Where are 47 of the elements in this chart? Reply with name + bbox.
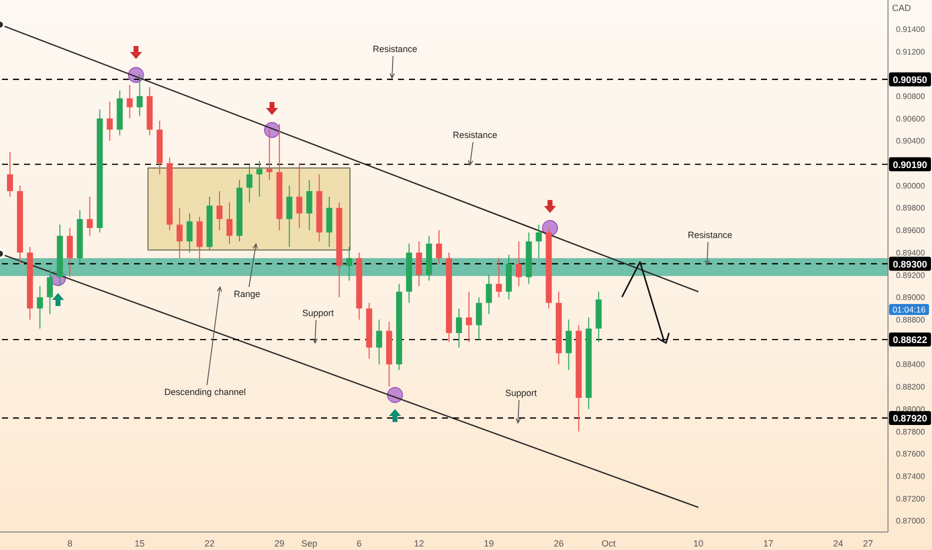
y-tick-label: 0.87600 bbox=[896, 450, 926, 459]
y-tick-label: 0.90000 bbox=[896, 181, 926, 190]
y-tick-label: 0.90400 bbox=[896, 136, 926, 146]
x-tick-label: Sep bbox=[301, 538, 318, 548]
ref-line-label: 0.90190 bbox=[892, 160, 928, 171]
y-tick-label: 0.89200 bbox=[896, 270, 926, 280]
y-tick-label: 0.90600 bbox=[896, 114, 926, 124]
x-tick-label: 27 bbox=[863, 538, 874, 548]
y-tick-label: 0.87400 bbox=[896, 472, 926, 481]
x-tick-label: 6 bbox=[356, 538, 362, 548]
annotation: Resistance bbox=[452, 130, 498, 140]
x-tick-label: 24 bbox=[833, 538, 844, 548]
x-tick-label: 19 bbox=[484, 538, 494, 548]
y-tick-label: 0.88400 bbox=[896, 360, 926, 370]
y-tick-label: 0.89000 bbox=[896, 293, 926, 302]
annotation: Support bbox=[302, 308, 334, 318]
y-tick-label: 0.89800 bbox=[896, 204, 926, 213]
text: 01:04:16 bbox=[892, 304, 926, 314]
x-tick-label: 17 bbox=[763, 538, 774, 548]
annotation: Support bbox=[505, 388, 538, 398]
annotation: Range bbox=[234, 289, 260, 299]
ref-line-label: 0.90950 bbox=[892, 74, 928, 86]
y-tick-label: 0.89400 bbox=[896, 248, 926, 258]
x-tick-label: Oct bbox=[602, 538, 616, 548]
y-axis-title: CAD bbox=[892, 3, 912, 13]
x-tick-label: 26 bbox=[554, 538, 564, 548]
ref-line-label: 0.89300 bbox=[892, 259, 928, 270]
y-tick-label: 0.90800 bbox=[896, 92, 926, 101]
x-tick-label: 12 bbox=[414, 538, 424, 548]
y-tick-label: 0.88800 bbox=[896, 315, 926, 324]
ref-line-label: 0.87920 bbox=[892, 414, 928, 424]
annotation: Resistance bbox=[372, 44, 418, 54]
annotation: Descending channel bbox=[164, 387, 246, 397]
x-tick-label: 8 bbox=[67, 538, 72, 548]
annotation: Resistance bbox=[688, 230, 732, 240]
x-tick-label: 15 bbox=[134, 538, 145, 548]
y-tick-label: 0.91200 bbox=[896, 47, 926, 56]
y-tick-label: 0.88200 bbox=[896, 382, 926, 392]
y-tick-label: 0.91400 bbox=[896, 24, 926, 34]
y-tick-label: 0.87000 bbox=[896, 516, 926, 526]
x-tick-label: 10 bbox=[693, 538, 704, 548]
ref-line-label: 0.88622 bbox=[892, 335, 928, 346]
x-tick-label: 29 bbox=[274, 538, 284, 548]
y-tick-label: 0.87800 bbox=[896, 427, 926, 436]
y-tick-label: 0.87200 bbox=[896, 494, 926, 504]
y-tick-label: 0.89600 bbox=[896, 226, 926, 236]
x-tick-label: 22 bbox=[204, 538, 215, 548]
